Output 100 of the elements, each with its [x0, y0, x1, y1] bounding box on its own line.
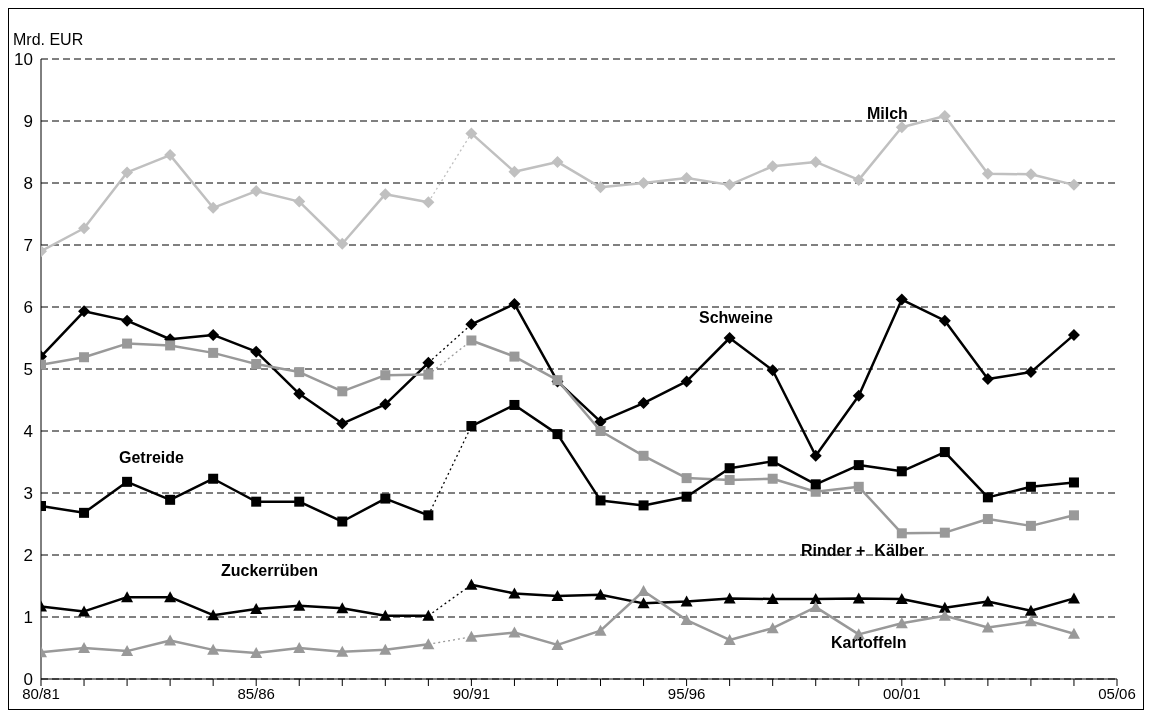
point	[78, 222, 91, 235]
point	[423, 369, 434, 380]
point	[121, 591, 134, 603]
y-tick-label: 1	[23, 608, 33, 628]
point	[1068, 510, 1079, 521]
point	[852, 592, 865, 604]
point	[680, 375, 693, 388]
point	[165, 340, 176, 351]
series-label: Milch	[867, 105, 908, 123]
point	[165, 494, 176, 505]
point	[594, 181, 607, 194]
point	[809, 155, 822, 168]
point	[465, 630, 478, 642]
point	[336, 237, 349, 250]
point	[594, 624, 607, 636]
point	[766, 593, 779, 605]
point	[681, 473, 692, 484]
point	[251, 359, 262, 370]
point	[422, 196, 435, 209]
point	[164, 149, 177, 162]
point	[680, 614, 693, 626]
point	[207, 643, 220, 655]
point	[637, 584, 650, 596]
x-tick-label: 90/91	[452, 684, 491, 702]
point	[809, 601, 822, 613]
point	[939, 527, 950, 538]
point	[508, 165, 521, 178]
point	[595, 426, 606, 436]
y-tick-label: 4	[23, 422, 33, 442]
point	[809, 593, 822, 605]
point	[1025, 481, 1036, 492]
point	[895, 121, 908, 134]
point	[939, 447, 950, 458]
point	[638, 500, 649, 511]
point	[294, 496, 305, 507]
point	[895, 617, 908, 629]
point	[723, 592, 736, 604]
point	[1067, 178, 1080, 191]
point	[122, 338, 133, 349]
point	[379, 609, 392, 621]
point	[938, 601, 951, 613]
point	[723, 178, 736, 191]
point	[767, 456, 778, 467]
point	[293, 599, 306, 611]
point	[852, 389, 865, 402]
point	[981, 167, 994, 180]
point	[380, 370, 391, 381]
point	[250, 185, 263, 198]
point	[895, 593, 908, 605]
series-label: Rinder + Kälber	[801, 542, 925, 560]
point	[552, 429, 563, 440]
point	[638, 450, 649, 461]
point	[681, 491, 692, 502]
point	[981, 621, 994, 633]
point	[250, 345, 263, 358]
point	[724, 474, 735, 485]
point	[466, 335, 477, 346]
point	[250, 602, 263, 614]
point	[79, 352, 90, 363]
point	[336, 645, 349, 657]
point	[422, 356, 435, 369]
point	[680, 595, 693, 607]
point	[379, 643, 392, 655]
point	[766, 160, 779, 173]
y-axis-title: Mrd. EUR	[13, 31, 84, 49]
point	[724, 463, 735, 474]
y-tick-label: 9	[23, 112, 33, 132]
y-tick-label: 8	[23, 174, 33, 194]
point	[853, 460, 864, 471]
point	[250, 646, 263, 658]
point	[293, 387, 306, 400]
point	[853, 481, 864, 492]
point	[508, 626, 521, 638]
point	[551, 638, 564, 650]
point	[1024, 615, 1037, 627]
point	[896, 528, 907, 539]
point	[78, 305, 91, 318]
x-tick-label: 00/01	[883, 684, 921, 702]
point	[508, 587, 521, 599]
point	[465, 318, 478, 331]
point	[164, 591, 177, 603]
point	[1025, 520, 1036, 531]
point	[207, 328, 220, 341]
point	[809, 449, 822, 462]
point	[852, 173, 865, 186]
point	[981, 372, 994, 385]
point	[379, 398, 392, 411]
point	[981, 595, 994, 607]
point	[938, 609, 951, 621]
point	[466, 421, 477, 432]
point	[121, 645, 134, 657]
x-tick-label: 85/86	[237, 684, 275, 702]
point	[422, 638, 435, 650]
point	[509, 399, 520, 410]
point	[121, 166, 134, 179]
x-tick-label: 05/06	[1098, 684, 1136, 702]
point	[810, 479, 821, 490]
x-tick-label: 95/96	[667, 684, 706, 702]
point	[78, 642, 91, 653]
point	[637, 597, 650, 609]
